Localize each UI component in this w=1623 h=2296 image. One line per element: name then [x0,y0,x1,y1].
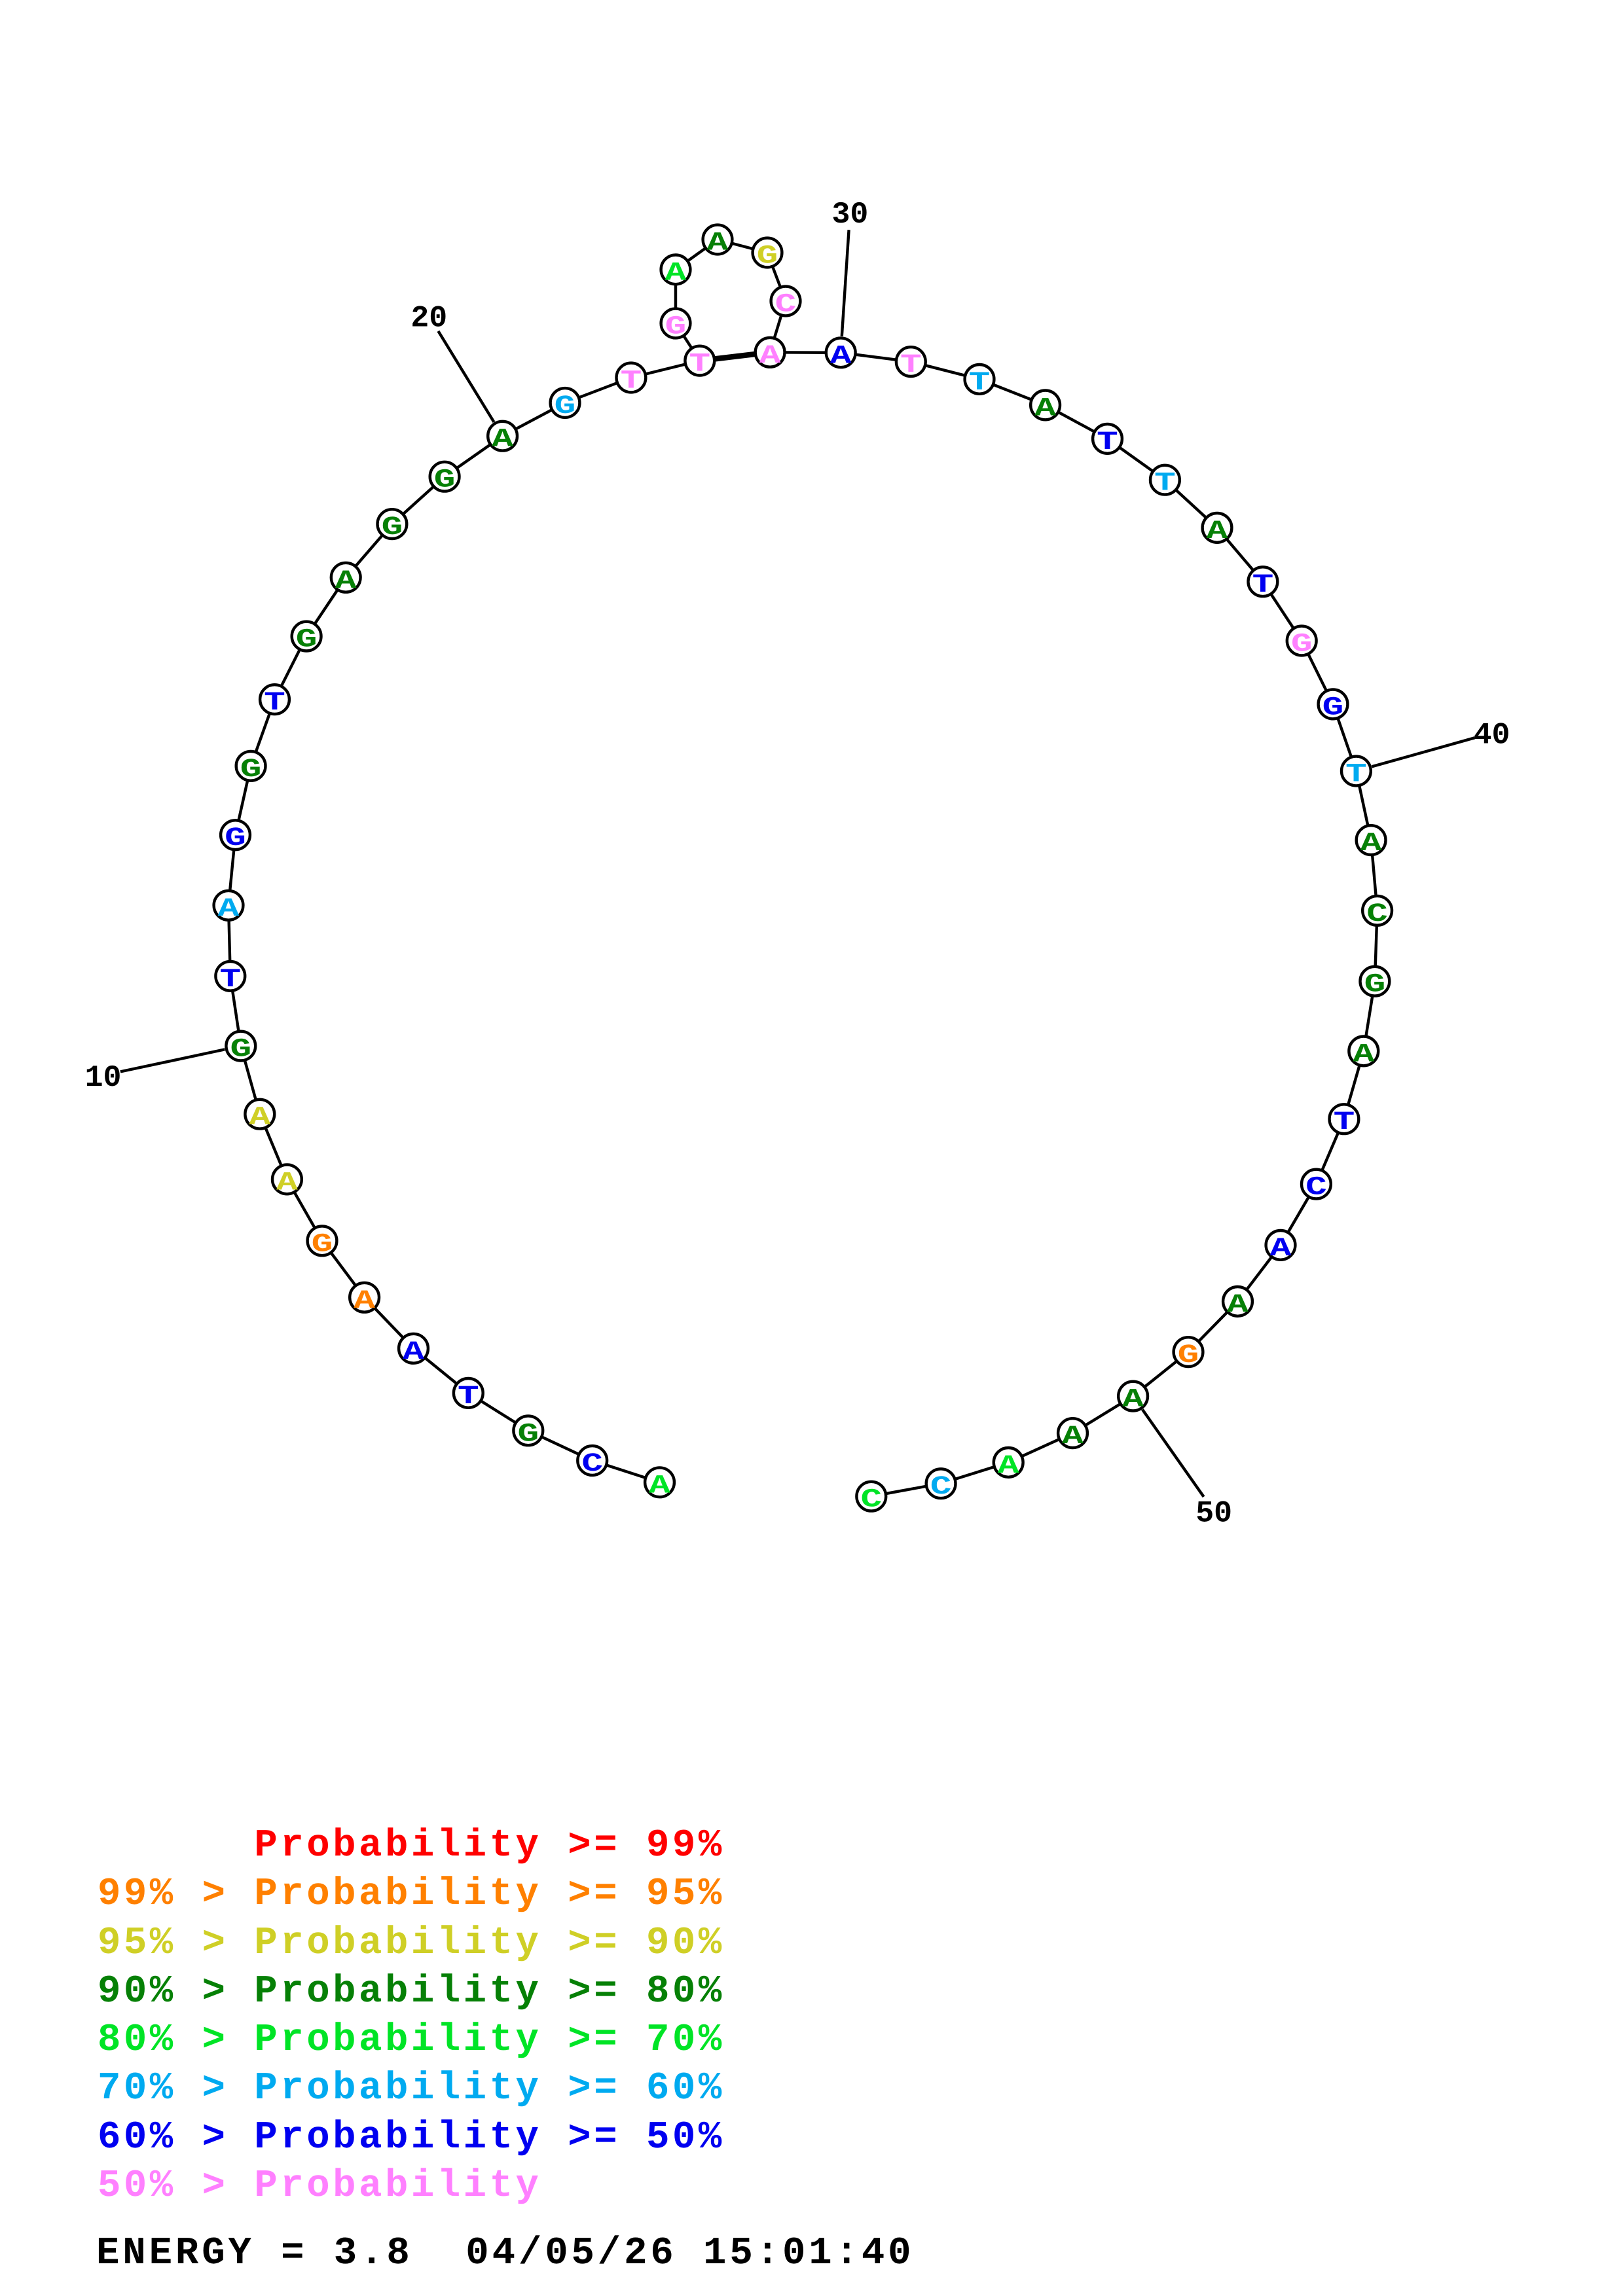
svg-text:C: C [930,1473,952,1502]
svg-text:T: T [264,689,285,718]
svg-text:20: 20 [410,301,447,336]
svg-text:A: A [1353,1040,1374,1069]
svg-text:G: G [665,313,687,342]
svg-text:A: A [218,895,240,924]
svg-text:G: G [757,242,778,272]
svg-text:T: T [1097,428,1118,457]
svg-text:A: A [830,342,852,371]
svg-text:A: A [492,425,513,455]
svg-text:G: G [1364,971,1386,1000]
svg-text:C: C [1366,900,1388,929]
svg-text:A: A [1207,517,1228,547]
svg-text:G: G [225,824,246,853]
svg-text:Probability >= 99%: Probability >= 99% [98,1823,725,1867]
svg-text:90% > Probability >= 80%: 90% > Probability >= 80% [98,1969,725,2013]
svg-text:A: A [1062,1422,1084,1452]
svg-text:A: A [1227,1291,1249,1320]
svg-text:G: G [312,1230,333,1259]
svg-text:A: A [1034,394,1056,423]
svg-text:G: G [434,466,456,495]
svg-text:T: T [1154,469,1176,499]
svg-text:G: G [230,1035,251,1065]
svg-text:ENERGY = 3.8 04/05/26 15:01:4: ENERGY = 3.8 04/05/26 15:01:40 [96,2231,914,2275]
svg-text:G: G [1178,1341,1199,1371]
svg-text:80% > Probability >= 70%: 80% > Probability >= 70% [98,2018,725,2062]
svg-text:A: A [276,1168,298,1198]
svg-text:50: 50 [1195,1496,1232,1531]
svg-text:G: G [555,392,576,422]
svg-text:G: G [1322,693,1344,723]
svg-text:C: C [860,1486,882,1515]
svg-text:30: 30 [831,197,868,232]
svg-text:C: C [775,291,797,320]
svg-text:95% > Probability >= 90%: 95% > Probability >= 90% [98,1921,725,1965]
svg-text:70% > Probability >= 60%: 70% > Probability >= 60% [98,2066,725,2110]
svg-text:G: G [296,626,318,655]
svg-text:10: 10 [85,1060,122,1095]
svg-text:A: A [354,1287,375,1316]
svg-text:A: A [249,1103,270,1133]
svg-text:99% > Probability >= 95%: 99% > Probability >= 95% [98,1872,725,1916]
svg-text:A: A [335,567,357,596]
svg-text:T: T [219,965,241,995]
svg-text:A: A [403,1338,424,1367]
svg-text:50% > Probability: 50% > Probability [98,2164,541,2208]
svg-text:A: A [1360,829,1382,859]
svg-text:A: A [649,1471,670,1501]
svg-text:A: A [1270,1234,1292,1264]
svg-text:G: G [1291,630,1313,660]
svg-text:G: G [240,755,262,785]
svg-text:C: C [1305,1174,1327,1203]
svg-text:T: T [969,368,991,398]
svg-text:G: G [382,513,403,543]
svg-text:T: T [458,1382,479,1412]
svg-text:T: T [1334,1108,1355,1138]
svg-text:A: A [759,342,781,371]
svg-text:G: G [517,1420,539,1449]
svg-text:C: C [581,1450,603,1479]
svg-text:T: T [1252,571,1274,600]
svg-text:A: A [998,1452,1019,1481]
svg-text:60% > Probability >= 50%: 60% > Probability >= 50% [98,2115,725,2159]
svg-text:A: A [665,259,687,288]
svg-text:40: 40 [1474,718,1510,753]
svg-text:A: A [707,229,729,259]
svg-text:T: T [1345,761,1367,790]
svg-text:T: T [689,350,710,380]
svg-text:T: T [900,351,922,380]
svg-text:T: T [621,367,642,397]
svg-text:A: A [1122,1386,1144,1415]
